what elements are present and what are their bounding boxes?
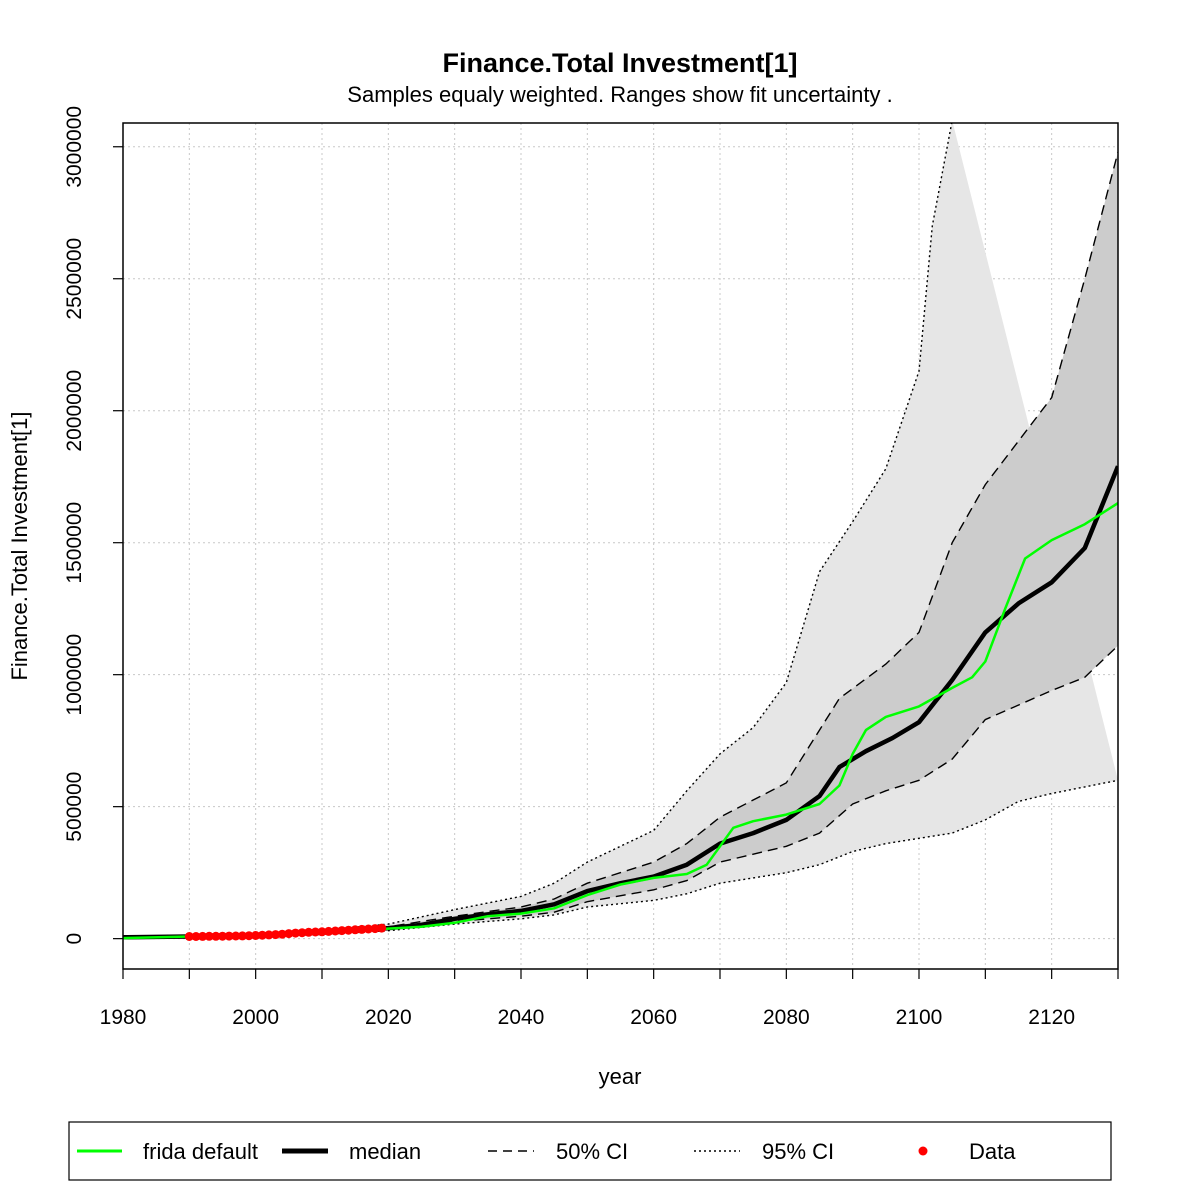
legend-swatch-data	[918, 1146, 928, 1156]
data-point	[363, 924, 373, 934]
legend-label-frida-default: frida default	[143, 1139, 258, 1164]
data-point	[184, 932, 194, 941]
data-points	[184, 923, 387, 941]
series-95ci-lower	[123, 779, 1118, 939]
data-point	[304, 927, 314, 937]
x-tick-label: 2040	[498, 1006, 545, 1029]
plot-frame	[122, 122, 1119, 970]
y-tick-label: 2000000	[63, 370, 86, 452]
data-point	[357, 924, 367, 934]
x-tick-label: 2080	[763, 1006, 810, 1029]
x-tick-label: 2000	[232, 1006, 279, 1029]
data-point	[377, 923, 387, 933]
data-point	[277, 929, 287, 939]
legend-label-median: median	[349, 1139, 421, 1164]
x-tick-label: 2020	[365, 1006, 412, 1029]
y-tick-label: 500000	[63, 772, 86, 842]
x-tick-label: 1980	[100, 1006, 147, 1029]
data-point	[330, 926, 340, 936]
x-tick-label: 2100	[896, 1006, 943, 1029]
y-tick-label: 3000000	[63, 106, 86, 188]
data-point	[284, 929, 294, 939]
data-point	[251, 931, 261, 940]
x-axis-label: year	[599, 1064, 642, 1089]
x-tick-label: 2120	[1028, 1006, 1075, 1029]
data-point	[271, 930, 281, 940]
y-tick-label: 1500000	[63, 502, 86, 584]
data-point	[204, 931, 214, 941]
data-point	[231, 931, 241, 941]
data-point	[337, 926, 347, 936]
data-point	[264, 930, 274, 940]
data-point	[224, 931, 234, 941]
data-point	[310, 927, 320, 937]
x-tick-label: 2060	[630, 1006, 677, 1029]
legend: frida default median 50% CI 95% CI Data	[68, 1121, 1112, 1181]
data-point	[191, 932, 201, 941]
legend-label-data: Data	[969, 1139, 1016, 1164]
data-point	[344, 925, 353, 935]
y-axis: 0 500000 1000000 1500000 2000000 2500000 30000…	[63, 106, 123, 945]
data-point	[350, 925, 360, 935]
band-50ci	[123, 152, 1118, 938]
data-point	[297, 928, 307, 938]
data-point	[237, 931, 247, 941]
y-tick-label: 0	[63, 933, 86, 945]
data-point	[317, 927, 327, 937]
chart-title: Finance.Total Investment[1]	[442, 48, 797, 78]
data-point	[244, 931, 254, 941]
legend-label-95ci: 95% CI	[762, 1139, 834, 1164]
series-frida-default	[123, 502, 1118, 940]
y-axis-label: Finance.Total Investment[1]	[7, 411, 32, 680]
data-point	[291, 928, 300, 938]
data-point	[198, 931, 208, 941]
data-point	[257, 930, 267, 940]
uncertainty-bands	[123, 123, 1118, 938]
data-point	[211, 931, 221, 941]
y-tick-label: 1000000	[63, 634, 86, 716]
data-point	[218, 931, 227, 941]
legend-label-50ci: 50% CI	[556, 1139, 628, 1164]
data-point	[324, 926, 334, 936]
chart-subtitle: Samples equaly weighted. Ranges show fit…	[347, 82, 892, 107]
legend-box	[68, 1121, 1112, 1181]
x-axis: 1980 2000 2020 2040 2060 2080 2100 2120	[100, 969, 1119, 1029]
data-point	[370, 924, 380, 934]
y-tick-label: 2500000	[63, 238, 86, 320]
